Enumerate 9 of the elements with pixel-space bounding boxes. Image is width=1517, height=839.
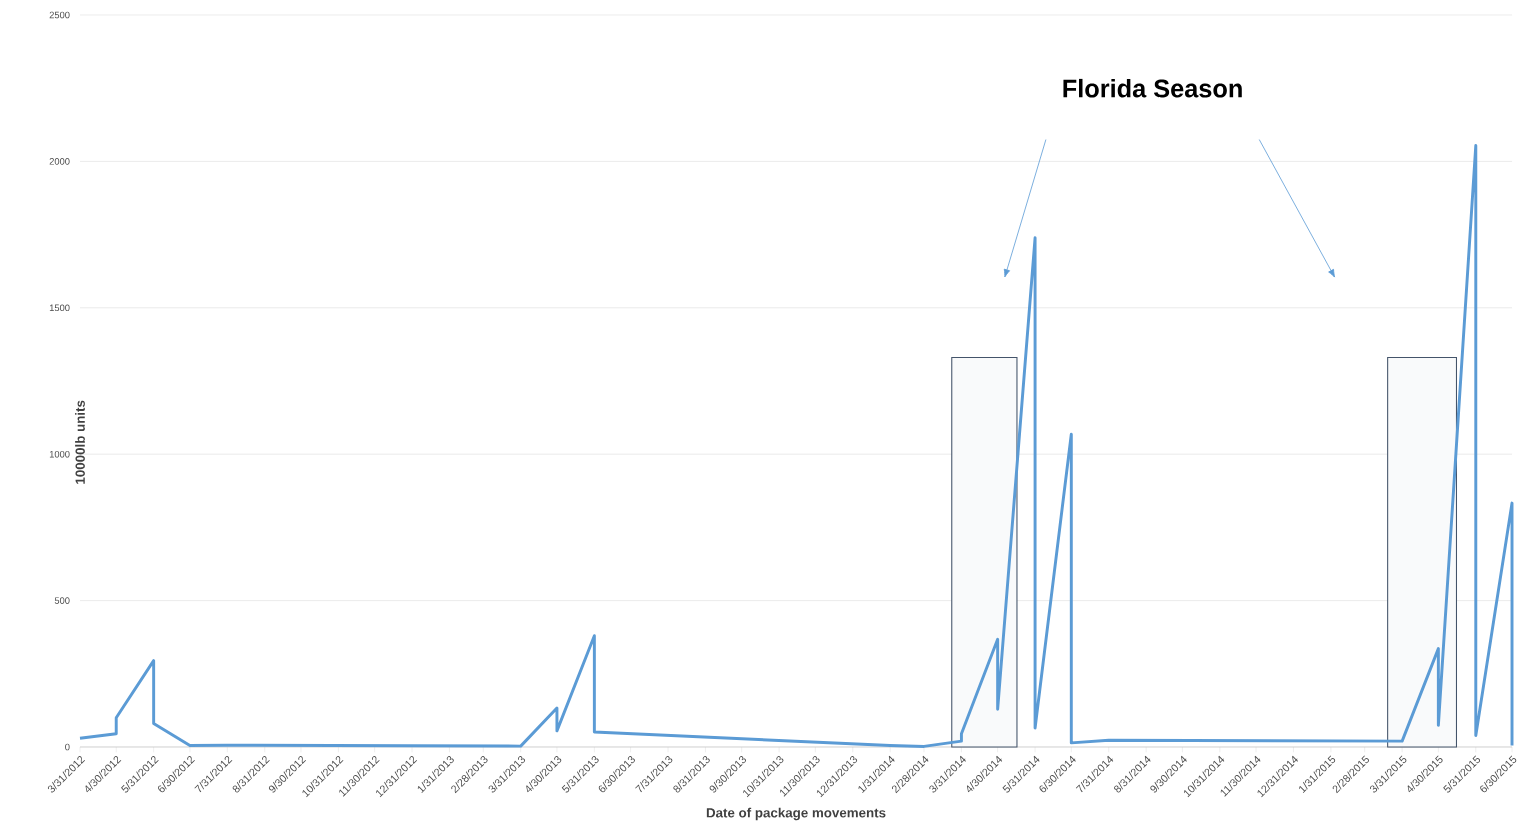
y-tick-label: 0 [65,743,70,751]
y-tick-label: 2500 [49,11,70,19]
y-tick-label: 1500 [49,304,70,312]
y-tick-label: 2000 [49,158,70,165]
y-tick-label: 1000 [49,450,70,458]
y-tick-label: 500 [54,597,70,604]
y-axis-title: 10000lb units [75,400,85,484]
x-axis-title: Date of package movements [706,807,886,821]
annotation: Florida Season [1063,78,1242,98]
